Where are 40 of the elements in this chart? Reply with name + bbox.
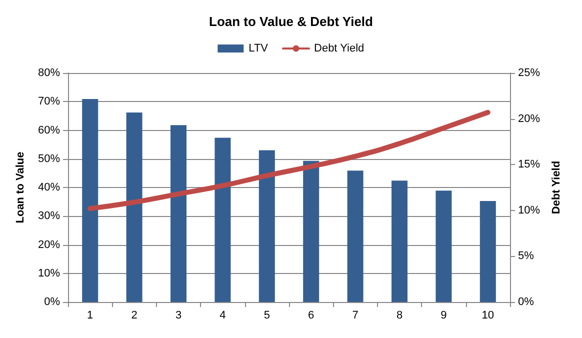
- y-tick-label: 30%: [38, 210, 60, 222]
- legend-label: LTV: [248, 42, 269, 54]
- y2-tick-label: 5%: [518, 250, 534, 262]
- y2-tick-label: 0%: [518, 296, 534, 308]
- y2-tick-label: 15%: [518, 158, 540, 171]
- bar: [303, 160, 320, 302]
- y2-tick-label: 10%: [518, 204, 540, 216]
- x-tick-label: 5: [264, 310, 270, 322]
- y2-tick-label: 25%: [518, 67, 540, 79]
- x-tick-label: 10: [482, 310, 494, 322]
- bar: [214, 138, 231, 302]
- bar: [258, 150, 275, 302]
- x-tick-label: 3: [175, 310, 182, 322]
- y-tick-label: 80%: [38, 67, 60, 79]
- x-tick-label: 1: [87, 310, 94, 322]
- y-tick-label: 50%: [38, 152, 60, 165]
- bar: [126, 112, 142, 302]
- bar: [392, 180, 408, 302]
- bar: [480, 200, 496, 302]
- x-tick-label: 9: [440, 310, 447, 322]
- bar: [82, 99, 98, 302]
- bar: [347, 170, 364, 302]
- y-axis-title: Loan to Value: [14, 152, 26, 224]
- y-tick-label: 0%: [44, 296, 60, 308]
- y2-tick-label: 20%: [518, 112, 540, 125]
- y-tick-label: 70%: [38, 96, 60, 108]
- bar: [436, 190, 452, 302]
- legend-label: Debt Yield: [314, 42, 364, 54]
- chart-title: Loan to Value & Debt Yield: [209, 14, 374, 29]
- x-tick-label: 7: [352, 310, 358, 322]
- y-tick-label: 60%: [38, 124, 60, 136]
- y-tick-label: 10%: [38, 267, 60, 280]
- bar: [170, 125, 186, 302]
- x-tick-label: 2: [131, 310, 138, 322]
- y-tick-label: 20%: [38, 238, 60, 251]
- x-tick-label: 4: [220, 310, 226, 322]
- x-tick-label: 6: [308, 310, 314, 322]
- y2-axis-title: Debt Yield: [550, 160, 562, 214]
- y-tick-label: 40%: [38, 182, 60, 194]
- x-tick-label: 8: [396, 310, 403, 322]
